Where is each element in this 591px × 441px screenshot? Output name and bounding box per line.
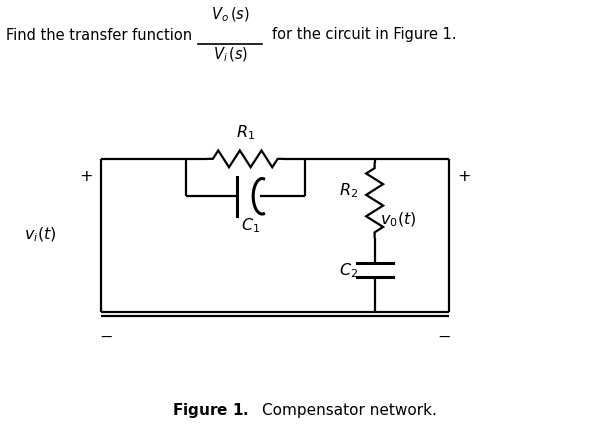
Text: $+$: $+$: [79, 169, 93, 184]
Text: $V_i\,(s)$: $V_i\,(s)$: [213, 45, 248, 64]
Text: $V_o\,(s)$: $V_o\,(s)$: [211, 5, 250, 24]
Text: $R_1$: $R_1$: [236, 123, 255, 142]
Text: $v_i(t)$: $v_i(t)$: [24, 226, 56, 244]
Text: $-$: $-$: [437, 329, 451, 344]
Text: Compensator network.: Compensator network.: [262, 403, 437, 418]
Text: $C_2$: $C_2$: [339, 261, 358, 280]
Text: $R_2$: $R_2$: [339, 181, 358, 200]
Text: for the circuit in Figure 1.: for the circuit in Figure 1.: [272, 27, 457, 42]
Text: $+$: $+$: [457, 169, 471, 184]
Text: Find the transfer function: Find the transfer function: [7, 28, 193, 43]
Text: $-$: $-$: [99, 329, 113, 344]
Text: $C_1$: $C_1$: [241, 216, 260, 235]
Text: $\mathbf{Figure\ 1.}$: $\mathbf{Figure\ 1.}$: [172, 400, 249, 419]
Text: $v_0(t)$: $v_0(t)$: [379, 211, 416, 229]
